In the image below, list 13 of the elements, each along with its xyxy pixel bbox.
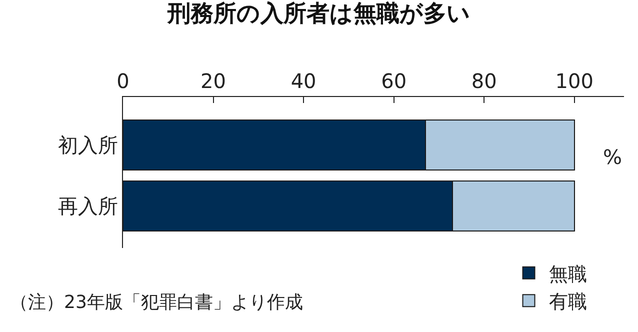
x-tick-label: 100 <box>555 69 594 93</box>
y-tick-label: 再入所 <box>58 194 118 218</box>
text: （注）23年版「犯罪白書」より作成 <box>10 292 303 313</box>
x-tick-label: 20 <box>200 69 226 93</box>
annotation: % <box>603 145 622 169</box>
chart-title: 刑務所の入所者は無職が多い <box>166 1 470 28</box>
y-tick-label: 初入所 <box>58 133 118 158</box>
x-tick-label: 0 <box>116 69 130 93</box>
legend-label: 有職 <box>548 291 587 313</box>
x-tick-label: 40 <box>290 69 316 93</box>
legend-label: 無職 <box>548 263 587 286</box>
x-tick-label: 60 <box>381 69 407 93</box>
x-tick-label: 80 <box>471 69 497 93</box>
